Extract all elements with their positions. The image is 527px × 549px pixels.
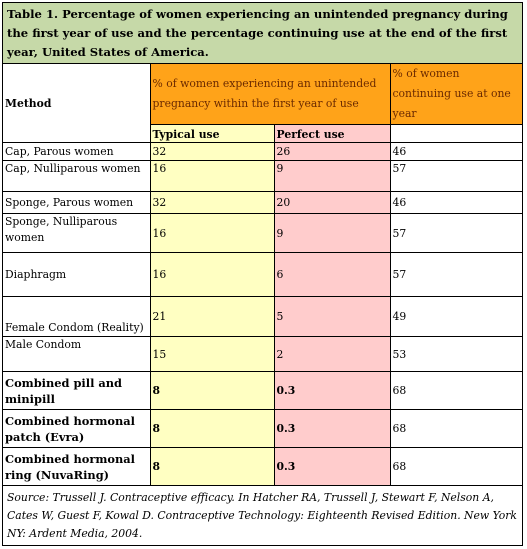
row-typical: 8 <box>149 447 275 486</box>
row-method: Diaphragm <box>3 252 151 297</box>
row-continuing: 53 <box>389 336 522 372</box>
document-table-figure: Table 1. Percentage of women experiencin… <box>2 2 523 546</box>
header-method: Method <box>3 64 151 143</box>
row-perfect: 0.3 <box>273 447 391 486</box>
row-perfect: 0.3 <box>273 409 391 448</box>
row-method: Cap, Parous women <box>3 142 151 161</box>
row-method: Combined pill and minipill <box>3 371 151 410</box>
row-perfect: 2 <box>273 336 391 372</box>
row-method: Female Condom (Reality) <box>3 296 151 337</box>
row-typical: 16 <box>149 213 275 253</box>
row-typical: 8 <box>149 371 275 410</box>
header-typical-use: Typical use <box>150 124 275 143</box>
row-typical: 16 <box>149 160 275 192</box>
table-row: Sponge, Nulliparous women 16 9 57 <box>3 213 522 253</box>
table-row: Cap, Nulliparous women 16 9 57 <box>3 160 522 192</box>
table-row: Sponge, Parous women 32 20 46 <box>3 191 522 214</box>
table-row: Cap, Parous women 32 26 46 <box>3 142 522 161</box>
row-continuing: 49 <box>389 296 522 337</box>
row-method: Cap, Nulliparous women <box>3 160 151 192</box>
row-typical: 8 <box>149 409 275 448</box>
table-row: Combined hormonal ring (NuvaRing) 8 0.3 … <box>3 447 522 486</box>
row-continuing: 57 <box>389 213 522 253</box>
table-row: Diaphragm 16 6 57 <box>3 252 522 297</box>
table-row: Female Condom (Reality) 21 5 49 <box>3 296 522 337</box>
row-continuing: 46 <box>389 191 522 214</box>
row-perfect: 26 <box>273 142 391 161</box>
row-method: Sponge, Parous women <box>3 191 151 214</box>
row-typical: 16 <box>149 252 275 297</box>
row-typical: 21 <box>149 296 275 337</box>
row-method: Male Condom <box>3 336 151 372</box>
row-perfect: 0.3 <box>273 371 391 410</box>
row-continuing: 68 <box>389 409 522 448</box>
row-continuing: 46 <box>389 142 522 161</box>
row-method: Combined hormonal patch (Evra) <box>3 409 151 448</box>
efficacy-table: Method % of women experiencing an uninte… <box>3 64 522 486</box>
row-typical: 32 <box>149 142 275 161</box>
row-continuing: 68 <box>389 447 522 486</box>
source-citation: Source: Trussell J. Contraceptive effica… <box>3 485 522 545</box>
table-title: Table 1. Percentage of women experiencin… <box>3 3 522 64</box>
row-method: Sponge, Nulliparous women <box>3 213 151 253</box>
header-pct-continuing: % of women continuing use at one year <box>389 64 522 125</box>
header-pct-pregnancy: % of women experiencing an unintended pr… <box>149 64 391 125</box>
row-perfect: 9 <box>273 160 391 192</box>
row-perfect: 6 <box>273 252 391 297</box>
row-perfect: 20 <box>273 191 391 214</box>
row-continuing: 68 <box>389 371 522 410</box>
table-row: Combined pill and minipill 8 0.3 68 <box>3 371 522 410</box>
row-perfect: 5 <box>273 296 391 337</box>
table-row: Male Condom 15 2 53 <box>3 336 522 372</box>
header-perfect-use: Perfect use <box>273 124 391 143</box>
header-empty-cell <box>389 124 522 143</box>
row-continuing: 57 <box>389 160 522 192</box>
row-continuing: 57 <box>389 252 522 297</box>
table-row: Combined hormonal patch (Evra) 8 0.3 68 <box>3 409 522 448</box>
row-typical: 32 <box>149 191 275 214</box>
row-typical: 15 <box>149 336 275 372</box>
row-perfect: 9 <box>273 213 391 253</box>
row-method: Combined hormonal ring (NuvaRing) <box>3 447 151 486</box>
